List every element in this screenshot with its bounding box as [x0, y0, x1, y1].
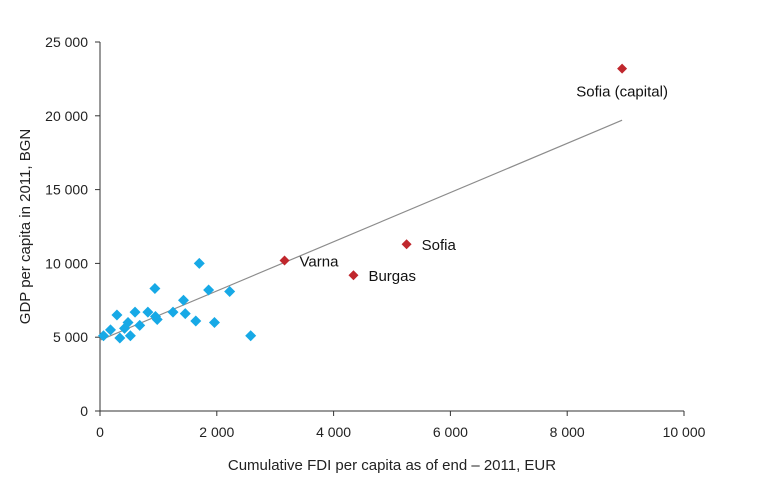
point-label: Sofia [422, 237, 457, 254]
point-labels: Varna Burgas Sofia Sofia (capital) [300, 84, 668, 286]
x-tick-label: 4 000 [316, 424, 351, 440]
region-point [124, 330, 136, 342]
region-point [134, 319, 146, 331]
x-tick-label: 2 000 [199, 424, 234, 440]
highlighted-point [401, 239, 412, 250]
region-point [245, 330, 257, 342]
x-tick-label: 10 000 [663, 424, 706, 440]
region-point [208, 316, 220, 328]
highlighted-point [617, 63, 628, 74]
data-points [98, 63, 628, 344]
region-point [149, 282, 161, 294]
x-tick-label: 0 [96, 424, 104, 440]
y-tick-label: 20 000 [45, 108, 88, 124]
region-point [111, 309, 123, 321]
highlighted-point [279, 255, 290, 266]
point-label: Sofia (capital) [576, 84, 668, 101]
y-axis-title: GDP per capita in 2011, BGN [17, 129, 34, 324]
y-tick-label: 5 000 [53, 329, 88, 345]
region-point [151, 313, 163, 325]
y-tick-label: 15 000 [45, 182, 88, 198]
x-tick-label: 6 000 [433, 424, 468, 440]
region-point [203, 284, 215, 296]
x-tick-label: 8 000 [550, 424, 585, 440]
region-point [105, 324, 117, 336]
region-point [178, 294, 190, 306]
region-point [142, 306, 154, 318]
region-point [129, 306, 141, 318]
y-tick-label: 25 000 [45, 34, 88, 50]
region-point [190, 315, 202, 327]
region-point [193, 257, 205, 269]
region-point [98, 330, 110, 342]
highlighted-point [348, 270, 359, 281]
axes: 0 2 000 4 000 6 000 8 000 10 000 0 5 000 10 000 1… [45, 34, 705, 440]
y-tick-label: 0 [80, 403, 88, 419]
trendline-group [99, 119, 623, 341]
point-label: Burgas [368, 268, 416, 285]
region-point [122, 316, 134, 328]
region-point [224, 285, 236, 297]
region-point [167, 306, 179, 318]
region-point [179, 308, 191, 320]
y-tick-label: 10 000 [45, 255, 88, 271]
trendline [99, 119, 623, 341]
region-point [114, 332, 126, 344]
x-axis-title: Cumulative FDI per capita as of end – 20… [228, 457, 556, 474]
point-label: Varna [300, 253, 340, 270]
